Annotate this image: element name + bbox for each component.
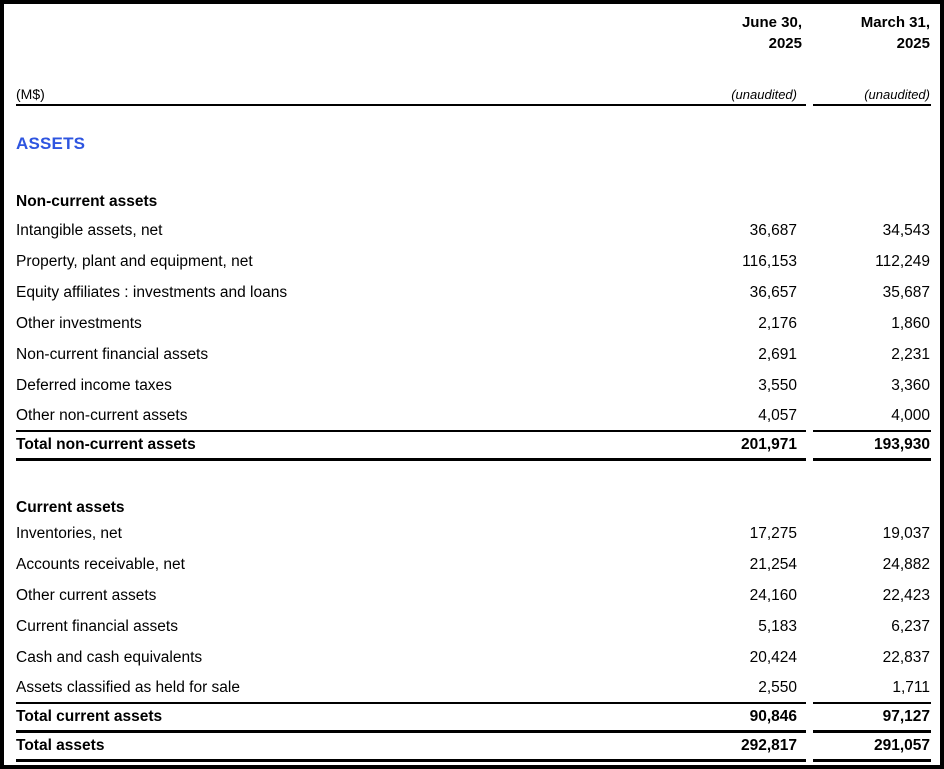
total-row-value-col1: 201,971: [740, 436, 797, 453]
total-current-assets-row: Total current assets 90,846 97,127: [16, 704, 931, 733]
total-row-value-col2: 97,127: [813, 704, 931, 733]
section-header-current-assets: Current assets: [16, 498, 125, 516]
row-value-col1: 3,550: [758, 376, 797, 394]
row-label: Intangible assets, net: [16, 221, 163, 239]
row-label: Property, plant and equipment, net: [16, 252, 253, 270]
assets-heading: ASSETS: [16, 134, 86, 153]
table-row: Equity affiliates : investments and loan…: [16, 277, 931, 308]
unit-row: (M$) (unaudited) (unaudited): [16, 84, 931, 106]
row-label: Current financial assets: [16, 617, 178, 635]
row-value-col2: 24,882: [882, 555, 930, 573]
column-header-march: March 31, 2025: [861, 12, 930, 54]
table-row: Property, plant and equipment, net 116,1…: [16, 246, 931, 277]
column-headers: June 30, 2025 March 31, 2025: [16, 12, 931, 54]
row-label: Cash and cash equivalents: [16, 648, 203, 666]
row-value-col2: 35,687: [882, 283, 930, 301]
row-value-col1: 2,176: [758, 314, 797, 332]
table-row: Accounts receivable, net 21,254 24,882: [16, 549, 931, 580]
table-row: Cash and cash equivalents 20,424 22,837: [16, 642, 931, 673]
row-label: Other non-current assets: [16, 406, 188, 424]
table-row: Non-current financial assets 2,691 2,231: [16, 339, 931, 370]
row-value-col2: 19,037: [882, 524, 930, 542]
total-row-label: Total current assets: [16, 708, 163, 725]
table-row: Current financial assets 5,183 6,237: [16, 611, 931, 642]
row-value-col1: 2,550: [758, 678, 797, 696]
row-value-col1: 116,153: [742, 252, 797, 270]
unaudited-label-col1: (unaudited): [731, 86, 797, 102]
row-value-col2: 1,860: [891, 314, 930, 332]
total-non-current-assets-row: Total non-current assets 201,971 193,930: [16, 432, 931, 461]
row-label: Deferred income taxes: [16, 376, 172, 394]
currency-unit-label: (M$): [16, 86, 45, 102]
table-row: Inventories, net 17,275 19,037: [16, 518, 931, 549]
total-row-label: Total non-current assets: [16, 436, 196, 453]
row-value-col2: 3,360: [891, 376, 930, 394]
row-label: Other investments: [16, 314, 142, 332]
table-row: Intangible assets, net 36,687 34,543: [16, 215, 931, 246]
column-header-march-line2: 2025: [896, 35, 930, 52]
row-label: Other current assets: [16, 586, 157, 604]
total-row-value-col2: 291,057: [813, 733, 931, 762]
row-value-col1: 24,160: [749, 586, 797, 604]
row-label: Non-current financial assets: [16, 345, 209, 363]
total-row-label: Total assets: [16, 737, 105, 754]
row-value-col2: 4,000: [813, 401, 931, 432]
row-label: Inventories, net: [16, 524, 122, 542]
total-row-value-col2: 193,930: [813, 432, 931, 461]
row-value-col1: 17,275: [749, 524, 797, 542]
unaudited-label-col2: (unaudited): [813, 84, 931, 106]
column-header-june-line2: 2025: [768, 35, 802, 52]
row-value-col1: 5,183: [758, 617, 797, 635]
row-value-col2: 22,837: [882, 648, 930, 666]
table-row: Other investments 2,176 1,860: [16, 308, 931, 339]
column-header-march-line1: March 31,: [860, 14, 930, 31]
row-value-col2: 2,231: [891, 345, 930, 363]
table-row: Assets classified as held for sale 2,550…: [16, 673, 931, 704]
total-row-value-col1: 292,817: [740, 737, 797, 754]
row-value-col2: 112,249: [875, 252, 930, 270]
table-row: Deferred income taxes 3,550 3,360: [16, 370, 931, 401]
row-value-col2: 1,711: [813, 673, 931, 704]
row-value-col1: 2,691: [758, 345, 797, 363]
row-value-col1: 4,057: [758, 406, 797, 424]
row-value-col2: 6,237: [891, 617, 930, 635]
row-value-col2: 34,543: [882, 221, 930, 239]
row-value-col1: 36,657: [749, 283, 797, 301]
section-header-non-current-assets: Non-current assets: [16, 192, 158, 210]
total-assets-row: Total assets 292,817 291,057: [16, 733, 931, 762]
row-label: Accounts receivable, net: [16, 555, 185, 573]
column-header-june: June 30, 2025: [742, 12, 806, 54]
row-value-col1: 21,254: [749, 555, 797, 573]
row-value-col1: 36,687: [749, 221, 797, 239]
column-header-june-line1: June 30,: [741, 14, 802, 31]
table-row: Other current assets 24,160 22,423: [16, 580, 931, 611]
total-row-value-col1: 90,846: [749, 708, 797, 725]
row-label: Equity affiliates : investments and loan…: [16, 283, 288, 301]
row-value-col2: 22,423: [882, 586, 930, 604]
row-value-col1: 20,424: [749, 648, 797, 666]
table-row: Other non-current assets 4,057 4,000: [16, 401, 931, 432]
row-label: Assets classified as held for sale: [16, 678, 240, 696]
